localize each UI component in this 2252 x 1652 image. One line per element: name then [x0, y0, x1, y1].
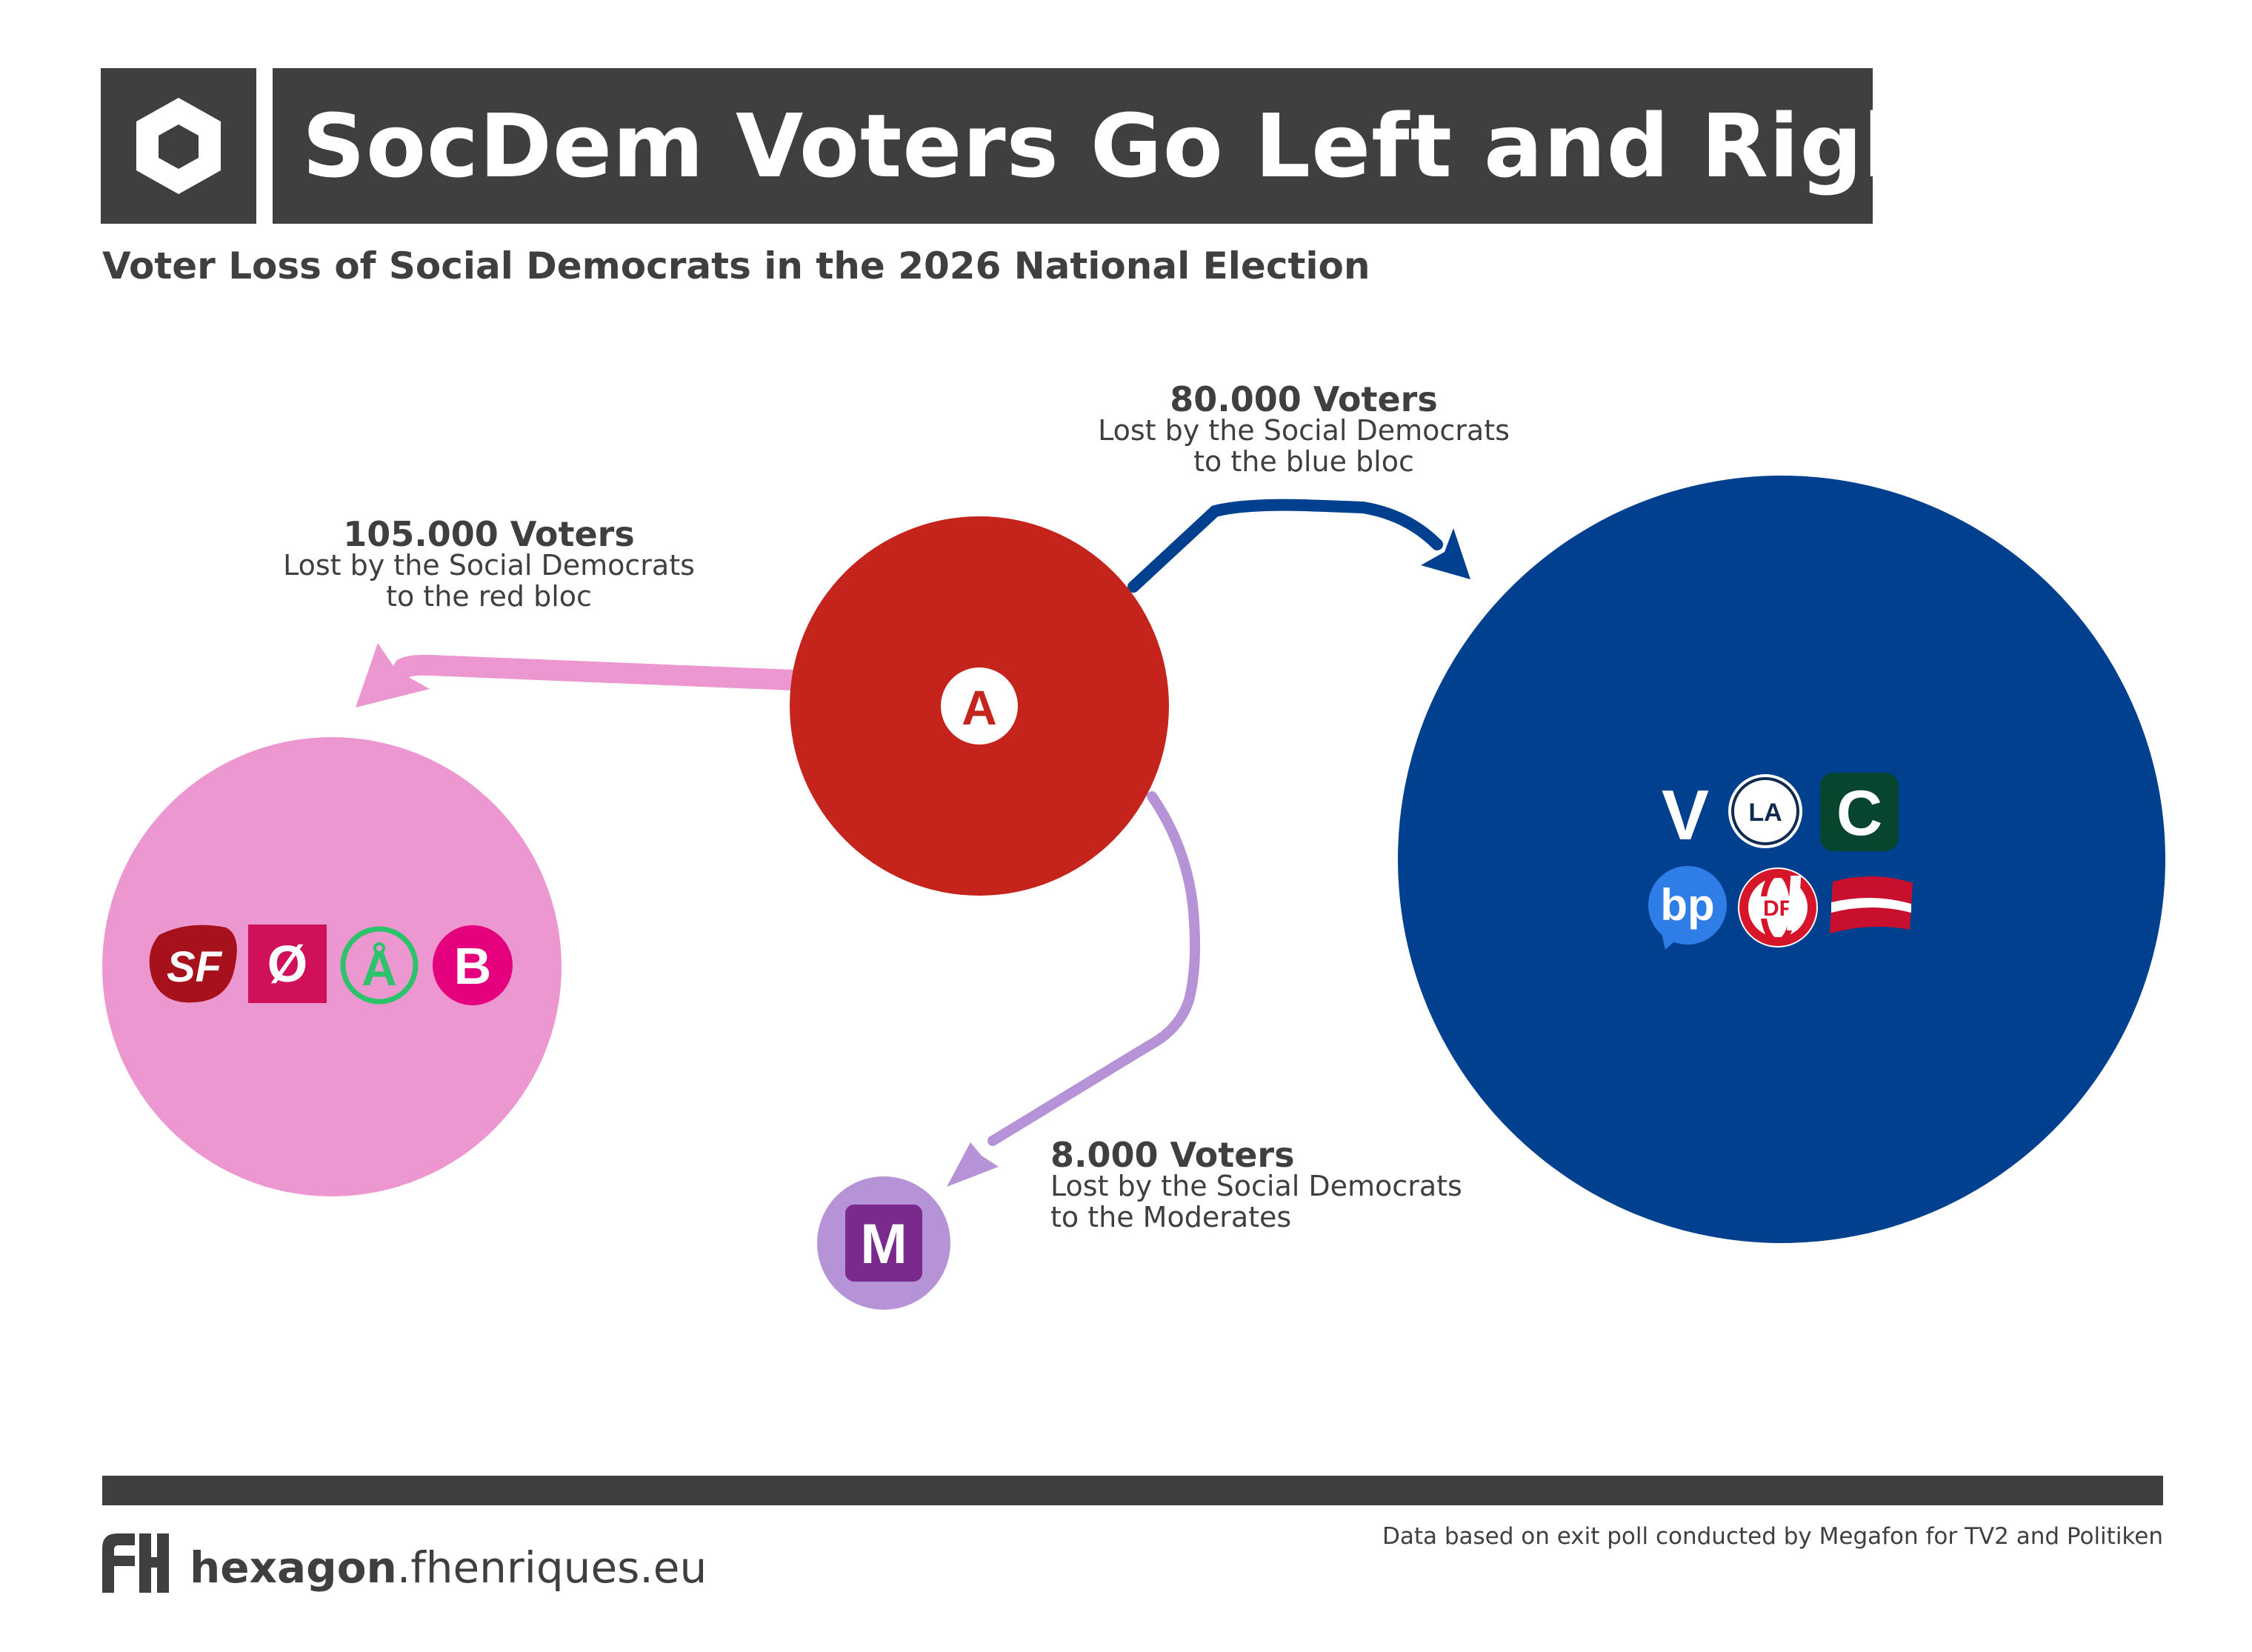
- red-bloc-node: [102, 737, 562, 1196]
- flow-label-blue-bloc: 80.000 Voters Lost by the Social Democra…: [1089, 379, 1519, 478]
- party-v-label: V: [1662, 776, 1709, 855]
- party-m-label: M: [860, 1213, 907, 1276]
- page-subtitle: Voter Loss of Social Democrats in the 20…: [102, 244, 1370, 287]
- party-o-logo: Ø: [248, 925, 327, 1003]
- party-aa-logo: Å: [340, 926, 419, 1005]
- arrowhead-red-bloc: [356, 643, 430, 707]
- arrowhead-blue-bloc: [1421, 528, 1470, 579]
- page-title: SocDem Voters Go Left and Right: [273, 68, 1968, 224]
- party-bp-logo: bp: [1648, 866, 1727, 950]
- party-c-label: C: [1836, 778, 1882, 849]
- flow-label-red-bloc: 105.000 Voters Lost by the Social Democr…: [274, 514, 704, 613]
- flow-red-line2: to the red bloc: [386, 580, 592, 613]
- blue-bloc-party-logos: V LA C bp DF Æ: [1648, 773, 1913, 950]
- flow-red-line1: Lost by the Social Democrats: [283, 549, 695, 582]
- flow-arrow-blue-bloc: [1127, 499, 1443, 593]
- flow-blue-amount: 80.000 Voters: [1170, 379, 1438, 419]
- party-ae-logo: Æ: [1787, 876, 1913, 933]
- party-b-label: B: [454, 937, 492, 995]
- party-a-label: A: [962, 680, 997, 735]
- footer-source-note: Data based on exit poll conducted by Meg…: [1382, 1523, 2163, 1550]
- footer-brand-domain: .fhenriques.eu: [396, 1542, 707, 1593]
- party-b-logo: B: [433, 925, 513, 1005]
- party-la-label: LA: [1748, 799, 1782, 827]
- footer-brand-bold: hexagon: [190, 1542, 397, 1593]
- flow-blue-line1: Lost by the Social Democrats: [1098, 414, 1510, 447]
- party-sf-logo: SF: [149, 925, 237, 1003]
- flow-red-amount: 105.000 Voters: [343, 514, 635, 554]
- moderates-badge: [845, 1205, 922, 1282]
- flow-moderates-line2: to the Moderates: [1050, 1201, 1292, 1233]
- flow-moderates-amount: 8.000 Voters: [1050, 1135, 1295, 1175]
- flow-moderates-line1: Lost by the Social Democrats: [1050, 1170, 1462, 1202]
- party-c-logo: C: [1820, 773, 1899, 851]
- arrowhead-moderates: [947, 1142, 999, 1187]
- party-aa-label: Å: [362, 941, 397, 996]
- party-df-logo: DF: [1738, 867, 1818, 947]
- hexagon-logo-box: [101, 68, 256, 224]
- blue-bloc-node: [1398, 476, 2165, 1243]
- footer-brand: hexagon.fhenriques.eu: [190, 1542, 707, 1593]
- hexagon-icon: [136, 98, 221, 194]
- footer-divider: [102, 1476, 2163, 1505]
- flow-blue-line2: to the blue bloc: [1193, 445, 1414, 478]
- flow-arrow-moderates: [987, 791, 1201, 1146]
- fh-brand-icon: [102, 1533, 169, 1593]
- social-democrats-badge: [941, 667, 1018, 745]
- flow-label-moderates: 8.000 Voters Lost by the Social Democrat…: [1050, 1135, 1510, 1233]
- red-bloc-party-logos: SF Ø Å B: [149, 925, 513, 1005]
- flow-arrow-red-bloc: [393, 654, 803, 690]
- party-o-label: Ø: [267, 935, 307, 993]
- party-sf-label: SF: [167, 943, 223, 991]
- party-bp-label: bp: [1660, 880, 1714, 930]
- party-df-label: DF: [1763, 896, 1793, 921]
- party-la-logo: LA: [1728, 774, 1802, 848]
